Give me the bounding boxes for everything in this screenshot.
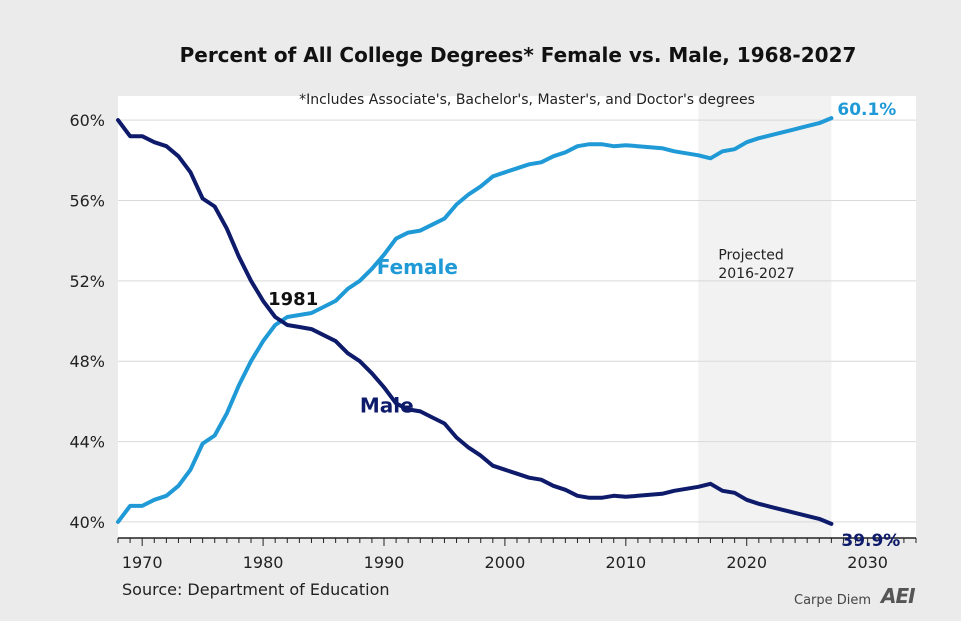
projected-label-line1: Projected	[718, 248, 783, 264]
branding-text: Carpe Diem	[794, 593, 871, 608]
female-end-value-label: 60.1%	[837, 100, 896, 120]
y-tick-label: 48%	[69, 352, 105, 371]
x-tick-label: 2010	[605, 553, 646, 572]
chart-title: Percent of All College Degrees* Female v…	[180, 43, 857, 67]
series-label-female: Female	[377, 255, 458, 279]
series-line-female	[116, 116, 834, 524]
aei-logo-text: AEI	[879, 584, 916, 608]
x-tick-label: 1990	[364, 553, 405, 572]
y-axis-tick-labels: 40% 44% 48% 52% 56% 60%	[69, 111, 105, 532]
gridlines	[118, 119, 916, 523]
series-label-male: Male	[360, 393, 414, 417]
x-tick-label: 2030	[847, 553, 888, 572]
y-tick-label: 44%	[69, 433, 105, 452]
source-note: Source: Department of Education	[122, 580, 390, 599]
male-end-value-label: 39.9%	[841, 531, 900, 551]
x-tick-label: 2020	[726, 553, 767, 572]
x-tick-label: 1970	[122, 553, 163, 572]
series-line-male	[116, 118, 834, 526]
x-axis-ticks: 1970 1980 1990 2000 2010 2020 2030	[117, 538, 917, 572]
chart-subtitle: *Includes Associate's, Bachelor's, Maste…	[299, 92, 755, 108]
y-tick-label: 60%	[69, 111, 105, 130]
series-lines	[116, 116, 834, 526]
projected-region	[698, 96, 832, 538]
crossover-year-label: 1981	[268, 289, 318, 310]
x-tick-label: 2000	[485, 553, 526, 572]
projected-label-line2: 2016-2027	[718, 266, 794, 282]
y-tick-label: 40%	[69, 513, 105, 532]
aei-logo: AEI	[879, 584, 917, 608]
y-tick-label: 56%	[69, 191, 105, 210]
y-tick-label: 52%	[69, 272, 105, 291]
x-tick-label: 1980	[243, 553, 284, 572]
